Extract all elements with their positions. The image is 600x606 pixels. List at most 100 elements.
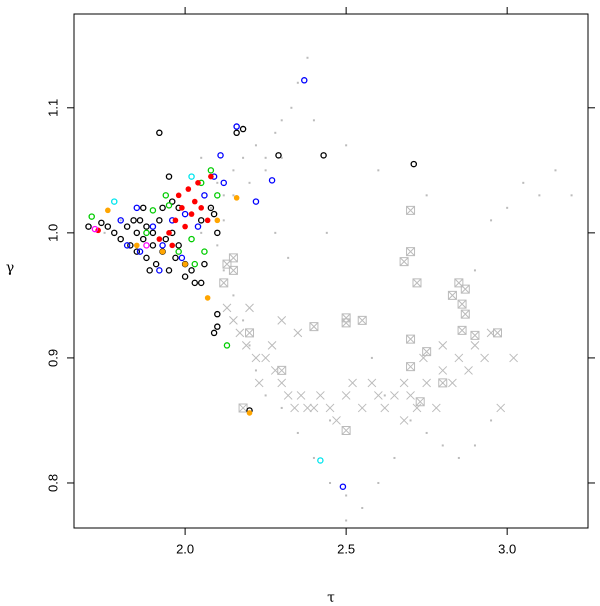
point [200, 231, 203, 234]
point [201, 248, 208, 255]
point [377, 169, 380, 172]
point [345, 519, 348, 522]
point [457, 325, 467, 335]
point [325, 231, 328, 234]
point [133, 229, 141, 237]
point [210, 329, 218, 337]
point [188, 211, 195, 217]
point [383, 394, 386, 397]
point [267, 341, 277, 350]
point [261, 353, 270, 363]
point [104, 223, 112, 230]
point [457, 299, 467, 309]
point [191, 198, 198, 205]
point [197, 279, 205, 287]
point [251, 353, 261, 363]
point [143, 229, 150, 237]
point [88, 213, 95, 220]
point [220, 179, 228, 187]
point [134, 242, 140, 249]
point [522, 181, 525, 184]
point [438, 341, 448, 350]
point [232, 194, 235, 197]
point [152, 260, 160, 268]
point [91, 225, 99, 233]
point [98, 219, 105, 227]
point [105, 207, 111, 214]
point [399, 257, 409, 267]
point [415, 397, 425, 407]
point [447, 290, 457, 300]
y-tick-label: 0.9 [45, 349, 60, 367]
point [280, 406, 283, 409]
point [325, 403, 335, 413]
point [309, 322, 319, 332]
y-axis-label: γ [6, 260, 14, 276]
plot-frame [73, 13, 589, 529]
point [172, 217, 179, 224]
point [156, 267, 163, 274]
point [181, 210, 189, 218]
point [329, 481, 332, 484]
point [143, 242, 150, 249]
point [412, 278, 422, 288]
point [406, 205, 416, 215]
point [156, 217, 163, 224]
point [165, 173, 173, 180]
point [204, 295, 211, 301]
point [232, 169, 235, 172]
point [309, 403, 319, 413]
point [156, 129, 163, 137]
point [241, 341, 251, 350]
point [146, 267, 153, 274]
point [460, 284, 470, 294]
point [143, 223, 150, 230]
point [136, 217, 144, 224]
point [242, 319, 245, 322]
point [219, 278, 229, 288]
point [191, 260, 199, 268]
point [370, 356, 373, 359]
point [143, 254, 150, 262]
point [280, 156, 283, 159]
point [159, 248, 166, 255]
point [341, 391, 351, 400]
point [454, 353, 464, 363]
point [303, 403, 312, 413]
point [277, 378, 287, 388]
point [296, 391, 306, 400]
point [162, 235, 170, 243]
point [245, 303, 254, 313]
point [277, 365, 287, 375]
point [248, 344, 251, 347]
point [332, 416, 341, 425]
point [473, 444, 476, 447]
point [159, 242, 166, 249]
point [217, 152, 224, 159]
point [179, 205, 185, 211]
point [290, 403, 299, 413]
point [493, 328, 503, 338]
point [280, 119, 283, 122]
point [188, 173, 195, 180]
point [367, 378, 377, 388]
point [223, 342, 231, 349]
point [133, 204, 141, 212]
point [268, 177, 276, 184]
point [431, 403, 441, 413]
point [185, 186, 192, 192]
point [207, 204, 215, 212]
point [441, 444, 444, 447]
point [399, 378, 409, 388]
point [149, 223, 157, 230]
point [216, 181, 219, 184]
x-tick-label: 2.0 [176, 541, 194, 556]
point [133, 248, 141, 255]
point [222, 269, 225, 272]
point [182, 223, 188, 230]
point [409, 419, 412, 422]
point [329, 419, 332, 422]
point [166, 230, 172, 236]
point [361, 506, 364, 509]
